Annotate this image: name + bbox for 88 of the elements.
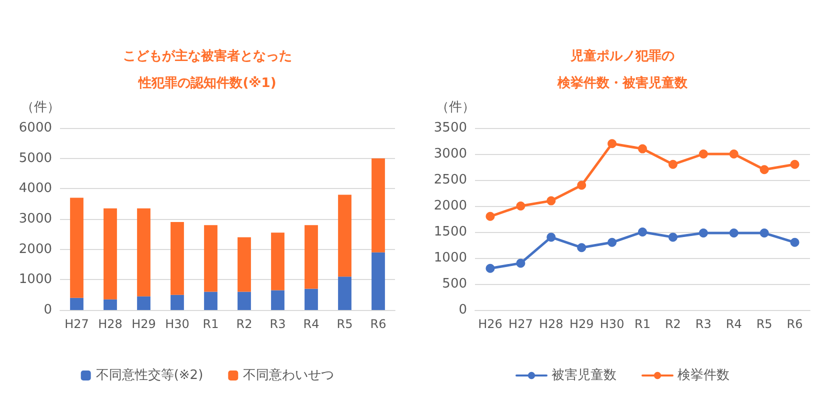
point xyxy=(760,165,769,174)
bar xyxy=(70,198,84,298)
y-tick-label: 6000 xyxy=(18,120,52,136)
chart-subtitle: 検挙件数・被害児童数 xyxy=(556,75,688,91)
y-tick-label: 1000 xyxy=(434,250,467,266)
x-tick-label: R1 xyxy=(202,317,219,331)
y-tick-label: 2000 xyxy=(18,242,52,257)
x-tick-label: R6 xyxy=(370,317,386,331)
bar xyxy=(304,225,318,289)
x-tick-label: R5 xyxy=(336,317,353,331)
point xyxy=(729,228,738,238)
x-tick-label: H27 xyxy=(64,317,89,331)
point xyxy=(729,150,738,158)
bar xyxy=(137,208,150,296)
x-tick-label: R4 xyxy=(303,317,320,331)
y-tick-label: 3500 xyxy=(434,120,467,136)
bar xyxy=(372,252,385,310)
x-tick-label: H26 xyxy=(478,317,502,331)
legend-label: 検挙件数 xyxy=(678,368,730,383)
bar xyxy=(372,158,385,252)
point xyxy=(577,180,586,190)
point xyxy=(486,264,495,273)
legend-label: 不同意わいせつ xyxy=(243,368,334,383)
bar xyxy=(238,292,251,310)
bar xyxy=(137,296,150,310)
point xyxy=(608,139,617,148)
bar xyxy=(338,276,352,310)
y-tick-label: 5000 xyxy=(18,150,52,166)
point xyxy=(790,238,800,247)
legend-label: 被害児童数 xyxy=(552,367,616,383)
x-tick-label: R3 xyxy=(695,317,712,331)
point xyxy=(760,228,769,238)
bar xyxy=(170,294,184,310)
bar xyxy=(271,290,284,310)
bar xyxy=(104,299,117,310)
x-tick-label: R2 xyxy=(664,317,681,331)
y-tick-label: 3000 xyxy=(434,146,467,162)
point xyxy=(577,243,586,252)
y-tick-label: 4000 xyxy=(18,181,52,196)
x-tick-label: R6 xyxy=(786,317,803,331)
x-tick-label: H29 xyxy=(569,317,594,331)
x-tick-label: H28 xyxy=(98,317,122,331)
chart-title: こどもが主な被害者となった xyxy=(123,48,292,64)
chart-title: 児童ポルノ犯罪の xyxy=(570,48,674,64)
bar xyxy=(204,292,218,310)
y-tick-label: 2000 xyxy=(434,198,467,214)
point xyxy=(698,150,708,158)
point xyxy=(790,160,800,169)
bar xyxy=(271,232,284,290)
x-tick-label: R4 xyxy=(726,317,742,331)
point xyxy=(546,232,556,242)
bar xyxy=(238,237,251,292)
bar xyxy=(304,288,318,310)
x-tick-label: H29 xyxy=(132,317,156,331)
x-tick-label: H27 xyxy=(508,317,533,331)
y-tick-label: 1000 xyxy=(18,272,52,288)
legend-label: 不同意性交等(※2) xyxy=(96,367,204,383)
y-tick-label: 2500 xyxy=(434,172,467,188)
bar xyxy=(338,194,352,277)
y-tick-label: 0 xyxy=(44,302,52,318)
x-tick-label: R5 xyxy=(756,317,772,331)
point xyxy=(638,228,647,236)
point xyxy=(608,238,617,247)
y-tick-label: 1500 xyxy=(434,224,467,240)
bar xyxy=(170,222,184,295)
point xyxy=(668,160,678,169)
x-tick-label: R1 xyxy=(634,317,650,331)
x-tick-label: H30 xyxy=(165,317,190,331)
y-tick-label: 500 xyxy=(442,276,467,292)
chart-subtitle: 性犯罪の認知件数(※1) xyxy=(138,75,276,91)
x-tick-label: H28 xyxy=(538,317,564,331)
x-tick-label: R3 xyxy=(270,317,286,331)
bar xyxy=(104,208,117,300)
point xyxy=(486,212,495,221)
point xyxy=(698,228,708,238)
y-axis-title: （件） xyxy=(21,100,60,115)
y-axis-title: （件） xyxy=(436,100,475,115)
point xyxy=(546,196,556,206)
y-tick-label: 0 xyxy=(458,302,467,318)
bar xyxy=(204,225,218,292)
point xyxy=(516,258,526,268)
point xyxy=(516,202,526,210)
x-tick-label: H30 xyxy=(600,317,624,331)
point xyxy=(638,144,647,154)
y-tick-label: 3000 xyxy=(18,212,52,226)
bar xyxy=(70,298,84,310)
x-tick-label: R2 xyxy=(236,317,252,331)
point xyxy=(668,232,678,242)
